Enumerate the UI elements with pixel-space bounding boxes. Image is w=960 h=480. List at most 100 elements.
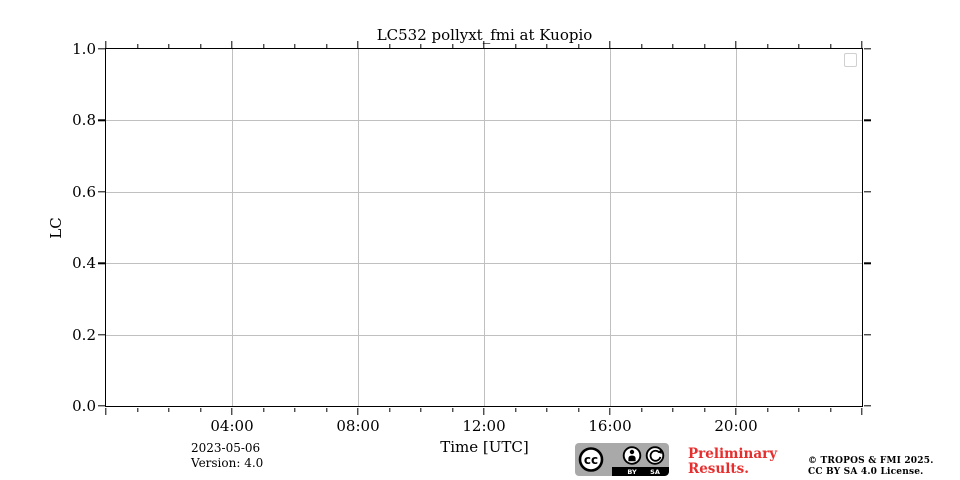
x-tick-minor bbox=[451, 43, 454, 48]
x-tick-minor bbox=[199, 407, 202, 412]
cc-by-sa-badge: cc BY SA bbox=[575, 443, 669, 476]
x-tick-major bbox=[483, 40, 485, 48]
x-gridline bbox=[736, 49, 737, 406]
y-tick-major bbox=[97, 405, 105, 407]
y-tick-major bbox=[863, 119, 871, 122]
x-tick-minor bbox=[546, 407, 548, 412]
y-gridline bbox=[106, 191, 862, 193]
preliminary-results-label: Preliminary Results. bbox=[688, 447, 777, 477]
x-tick-minor bbox=[546, 43, 548, 48]
y-gridline bbox=[106, 263, 862, 265]
y-gridline bbox=[106, 334, 862, 336]
x-tick-edge bbox=[105, 40, 107, 48]
x-tick-minor bbox=[388, 43, 391, 48]
x-tick-minor bbox=[640, 407, 643, 412]
y-tick-label: 0.8 bbox=[72, 111, 96, 130]
x-tick-edge bbox=[861, 40, 863, 48]
y-tick-major bbox=[863, 191, 871, 193]
x-axis-label: Time [UTC] bbox=[440, 438, 529, 456]
x-tick-major bbox=[483, 407, 485, 415]
preliminary-line1: Preliminary bbox=[688, 446, 778, 462]
x-tick-label: 12:00 bbox=[462, 417, 506, 435]
y-tick-label: 0.6 bbox=[72, 182, 96, 201]
x-tick-minor bbox=[136, 407, 139, 412]
x-tick-minor bbox=[262, 43, 265, 48]
copyright-line2: CC BY SA 4.0 License. bbox=[808, 467, 924, 477]
date-label: 2023-05-06 bbox=[191, 441, 261, 455]
x-tick-minor bbox=[577, 43, 580, 48]
x-tick-label: 08:00 bbox=[336, 417, 380, 435]
sa-share-alike-icon bbox=[645, 446, 665, 465]
x-tick-minor bbox=[766, 43, 769, 48]
y-tick-label: 0.4 bbox=[72, 254, 96, 273]
by-person-icon bbox=[622, 446, 642, 465]
x-tick-minor bbox=[640, 43, 643, 48]
x-tick-minor bbox=[829, 407, 832, 412]
y-tick-major bbox=[97, 262, 105, 264]
svg-text:cc: cc bbox=[584, 453, 598, 467]
x-tick-minor bbox=[451, 407, 454, 412]
x-tick-minor bbox=[798, 43, 800, 48]
x-tick-minor bbox=[829, 43, 832, 48]
y-axis-label: LC bbox=[47, 217, 65, 239]
x-gridline bbox=[484, 49, 485, 406]
x-tick-minor bbox=[577, 407, 580, 412]
badge-by-label: BY bbox=[627, 468, 637, 476]
x-tick-minor bbox=[199, 43, 202, 48]
badge-sa-label: SA bbox=[650, 468, 660, 476]
x-tick-major bbox=[735, 40, 737, 48]
x-tick-minor bbox=[325, 43, 328, 48]
preliminary-line2: Results. bbox=[688, 461, 749, 477]
x-tick-minor bbox=[766, 407, 769, 412]
x-tick-minor bbox=[136, 43, 139, 48]
badge-black-band bbox=[612, 467, 669, 476]
x-tick-minor bbox=[703, 407, 706, 412]
legend-box bbox=[844, 53, 857, 67]
x-tick-major bbox=[231, 407, 233, 415]
y-tick-major bbox=[863, 333, 871, 336]
cc-by-sa-badge-graphic: cc BY SA bbox=[575, 443, 669, 476]
y-tick-label: 0.2 bbox=[72, 325, 96, 344]
y-tick-major bbox=[97, 48, 105, 50]
x-gridline bbox=[358, 49, 359, 406]
x-tick-major bbox=[357, 407, 359, 415]
y-tick-major bbox=[97, 119, 105, 122]
y-tick-major bbox=[863, 405, 871, 407]
y-gridline bbox=[106, 120, 862, 122]
x-tick-minor bbox=[672, 407, 674, 412]
y-tick-major bbox=[863, 48, 871, 50]
y-tick-label: 1.0 bbox=[72, 40, 96, 58]
x-tick-minor bbox=[294, 407, 296, 412]
x-tick-minor bbox=[514, 407, 517, 412]
version-label: Version: 4.0 bbox=[191, 456, 264, 470]
x-tick-minor bbox=[420, 43, 422, 48]
x-tick-major bbox=[609, 407, 611, 415]
y-tick-major bbox=[97, 333, 105, 336]
x-tick-label: 16:00 bbox=[588, 417, 632, 435]
x-tick-minor bbox=[798, 407, 800, 412]
copyright-label: © TROPOS & FMI 2025. CC BY SA 4.0 Licens… bbox=[808, 456, 934, 478]
x-gridline bbox=[610, 49, 611, 406]
y-tick-major bbox=[97, 191, 105, 193]
x-tick-minor bbox=[325, 407, 328, 412]
x-tick-label: 04:00 bbox=[210, 417, 254, 435]
x-gridline bbox=[232, 49, 233, 406]
x-tick-minor bbox=[672, 43, 674, 48]
x-tick-minor bbox=[388, 407, 391, 412]
y-tick-label: 0.0 bbox=[72, 397, 96, 415]
x-tick-minor bbox=[168, 43, 170, 48]
x-tick-minor bbox=[703, 43, 706, 48]
x-tick-minor bbox=[420, 407, 422, 412]
x-tick-edge bbox=[105, 407, 107, 415]
plot-area: 04:00 08:00 12:00 16:00 20:00 0.0 0.2 0.4 0.6 0.8… bbox=[72, 40, 871, 435]
x-tick-minor bbox=[168, 407, 170, 412]
x-tick-edge bbox=[861, 407, 863, 415]
x-tick-major bbox=[357, 40, 359, 48]
x-tick-major bbox=[609, 40, 611, 48]
x-tick-minor bbox=[294, 43, 296, 48]
cc-icon: cc bbox=[578, 447, 604, 472]
y-tick-major bbox=[863, 262, 871, 264]
x-tick-minor bbox=[262, 407, 265, 412]
chart-title: LC532 pollyxt_fmi at Kuopio bbox=[376, 26, 593, 44]
